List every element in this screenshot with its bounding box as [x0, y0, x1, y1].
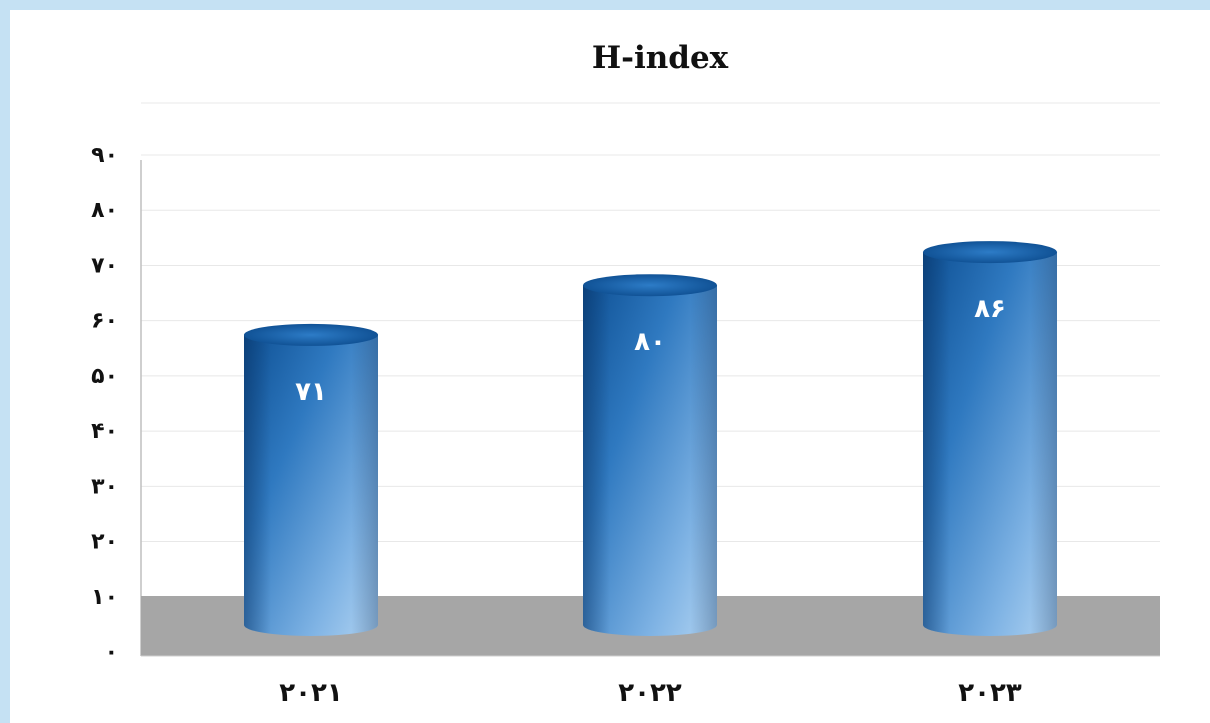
x-tick-label: ۲۰۲۱ [279, 678, 342, 708]
bar-3 [923, 241, 1057, 637]
bar-top [244, 323, 378, 346]
bar-top [583, 274, 717, 297]
x-tick-label: ۲۰۲۳ [958, 678, 1022, 708]
bar-shade [244, 334, 378, 636]
y-tick-label: ۰ [105, 640, 118, 665]
y-tick-label: ۲۰ [91, 530, 118, 555]
y-tick-label: ۷۰ [91, 253, 118, 278]
bar-shade [583, 285, 717, 636]
y-tick-label: ۸۰ [91, 198, 118, 223]
y-tick-label: ۹۰ [91, 143, 118, 168]
data-label: ۸۰ [634, 327, 666, 357]
bar-shade [923, 252, 1057, 637]
bar-1 [244, 323, 378, 636]
bar-2 [583, 274, 717, 636]
y-tick-label: ۶۰ [91, 309, 118, 334]
data-label: ۸۶ [974, 294, 1006, 324]
y-tick-label: ۳۰ [91, 474, 118, 499]
data-label: ۷۱ [295, 377, 327, 407]
y-tick-label: ۵۰ [91, 364, 118, 389]
bar-top [923, 241, 1057, 264]
chart-title: H-index [591, 40, 729, 76]
y-tick-label: ۱۰ [91, 585, 118, 610]
y-tick-label: ۴۰ [91, 419, 118, 444]
x-tick-label: ۲۰۲۲ [618, 678, 682, 708]
